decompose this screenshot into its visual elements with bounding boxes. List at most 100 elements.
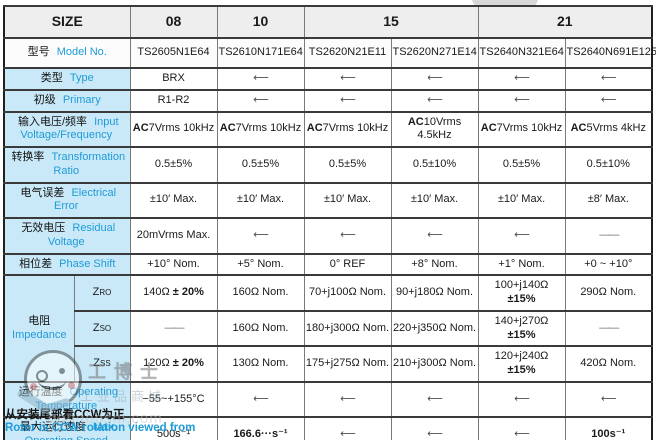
table-cell: ±10′ Max. [477,181,566,219]
row-label: 初级 Primary [3,88,131,113]
spec-table: SIZE 08 10 15 21 型号 Model No. TS2605N1E64 TS261… [3,5,656,440]
model-no-cell: TS2605N1E64 [129,37,218,69]
footer-note-zh: 从安装尾部看CCW为正 [5,409,125,421]
table-cell: ±10′ Max. [303,181,392,219]
table-cell: 0.5±10% [564,146,653,184]
table-row: ZSO —— 160Ω Nom. 180+j300Ω Nom. 220+j350Ω No… [4,309,653,348]
table-cell: ⟵ [477,416,566,440]
table-cell: ⟵ [303,67,392,91]
model-no-cell: TS2620N21E11 [303,37,392,69]
table-cell: +10° Nom. [129,252,218,277]
table-row: 电阻 Impedance ZRO 140Ω ± 20% 160Ω Nom. 70+j10… [3,274,653,383]
size-header-row: SIZE 08 10 15 21 [3,5,653,39]
table-row: 类型 Type BRX ⟵ ⟵ ⟵ ⟵ ⟵ [3,67,653,91]
table-cell: ±10′ Max. [129,181,218,219]
row-label-zh: 相位差 [19,257,53,270]
model-no-cell: TS2610N171E64 [216,37,305,69]
table-cell: ⟵ [390,67,479,91]
table-cell: 100s⁻¹ [564,416,653,440]
row-label-en: Primary [62,93,101,106]
table-row: 相位差 Phase Shift +10° Nom. +5° Nom. 0° REF +8… [3,252,653,277]
row-label-zh: 输入电压/频率 [17,115,88,128]
table-cell: ⟵ [216,217,305,255]
table-cell: ⟵ [216,380,305,419]
row-label-en: Model No. [56,46,107,59]
row-label-zh: 类型 [40,72,63,84]
table-cell: 0.5±5% [129,146,218,184]
table-cell: 90+j180Ω Nom. [390,274,479,312]
size-col-header: 15 [303,5,479,39]
table-cell: 20mVrms Max. [129,217,218,255]
table-cell: ⟵ [564,67,653,91]
row-label: 相位差 Phase Shift [3,252,131,277]
model-no-cell: TS2620N271E14 [390,37,479,69]
table-cell: ⟵ [477,67,566,91]
row-label: 转换率 Transformation Ratio [3,146,131,184]
table-row: 初级 Primary R1-R2 ⟵ ⟵ ⟵ ⟵ ⟵ [3,88,653,113]
table-cell: 140Ω ± 20% [129,274,218,312]
table-cell: AC5Vrms 4kHz [564,110,653,148]
impedance-sub-label: ZRO [73,274,131,312]
table-cell: —— [129,309,218,348]
table-cell: ⟵ [216,88,305,113]
table-cell: ⟵ [303,217,392,255]
table-cell: 0.5±5% [303,146,392,184]
table-cell: 166.6···s⁻¹ [216,416,305,440]
table-cell: AC7Vrms 10kHz [216,110,305,148]
size-col-header: 08 [129,5,218,39]
table-cell: 180+j300Ω Nom. [303,309,392,348]
table-cell: 210+j300Ω Nom. [390,345,479,383]
table-cell: 0.5±5% [216,146,305,184]
table-cell: 0.5±10% [390,146,479,184]
model-no-cell: TS2640N321E64 [477,37,566,69]
table-row: 输入电压/频率 Input Voltage/Frequency AC7Vrms 1… [3,110,653,148]
row-label-en: Residual Voltage [47,222,116,248]
table-row: 电气误差 Electrical Error ±10′ Max. ±10′ Max. ±… [3,181,653,219]
table-cell: ⟵ [303,380,392,419]
table-cell: ⟵ [477,380,566,419]
table-cell: 220+j350Ω Nom. [390,309,479,348]
footer-note-en: Rotor is CCW rotation viewed from [5,422,196,435]
row-label-en: Phase Shift [59,257,116,270]
size-col-header: 10 [216,5,305,39]
row-label-en: Type [69,72,94,84]
row-label-zh: 运行温度 [18,385,63,398]
table-row: 最大运行速度 Max. Operating Speed500s⁻¹166.6··… [3,416,653,440]
table-cell: AC10Vrms 4.5kHz [390,110,479,148]
table-cell: ±10′ Max. [216,181,305,219]
table-cell: ⟵ [477,217,566,255]
table-cell: ⟵ [303,88,392,113]
table-cell: —— [564,309,653,348]
row-label-en: Impedance [12,328,67,341]
table-cell: AC7Vrms 10kHz [477,110,566,148]
table-row: ZSS 120Ω ± 20% 130Ω Nom. 175+j275Ω Nom. 210+… [4,345,653,383]
table-cell: +5° Nom. [216,252,305,277]
table-cell: ⟵ [390,88,479,113]
table-cell: +1° Nom. [477,252,566,277]
table-row: 无效电压 Residual Voltage 20mVrms Max. ⟵ ⟵ ⟵ ⟵ —— [3,217,653,255]
size-col-header: 21 [477,5,653,39]
row-label-zh: 无效电压 [21,222,66,234]
table-row: 转换率 Transformation Ratio 0.5±5% 0.5±5% 0.5±… [3,146,653,184]
table-cell: R1-R2 [129,88,218,113]
table-cell: AC7Vrms 10kHz [303,110,392,148]
row-label: 型号 Model No. [3,37,131,69]
table-cell: 0.5±5% [477,146,566,184]
table-cell: 70+j100Ω Nom. [303,274,392,312]
table-cell: 160Ω Nom. [216,274,305,312]
table-cell: ⟵ [303,416,392,440]
model-row: 型号 Model No. TS2605N1E64 TS2610N171E64 TS26… [3,37,656,69]
table-cell: 100+j140Ω ±15% [477,274,566,312]
table-cell: ⟵ [390,217,479,255]
table-cell: —— [564,217,653,255]
table-cell: ⟵ [390,380,479,419]
table-cell: AC7Vrms 10kHz [129,110,218,148]
table-cell: 175+j275Ω Nom. [303,345,392,383]
table-cell: ⟵ [390,416,479,440]
row-label-en: Input Voltage/Frequency [20,115,119,142]
row-label: 类型 Type [3,67,131,91]
table-cell: +8° Nom. [390,252,479,277]
row-label: 电阻 Impedance [3,274,75,383]
table-cell: ⟵ [216,67,305,91]
